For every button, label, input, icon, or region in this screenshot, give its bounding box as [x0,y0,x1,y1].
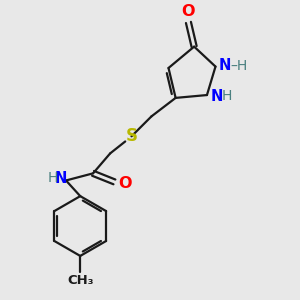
Text: H: H [222,89,232,103]
Text: CH₃: CH₃ [67,274,94,287]
Text: –H: –H [230,59,248,73]
Text: H: H [48,171,58,185]
Text: N: N [210,89,223,104]
Text: S: S [125,127,137,145]
Text: O: O [182,4,195,19]
Text: O: O [118,176,131,191]
Text: N: N [55,171,68,186]
Text: N: N [219,58,231,74]
